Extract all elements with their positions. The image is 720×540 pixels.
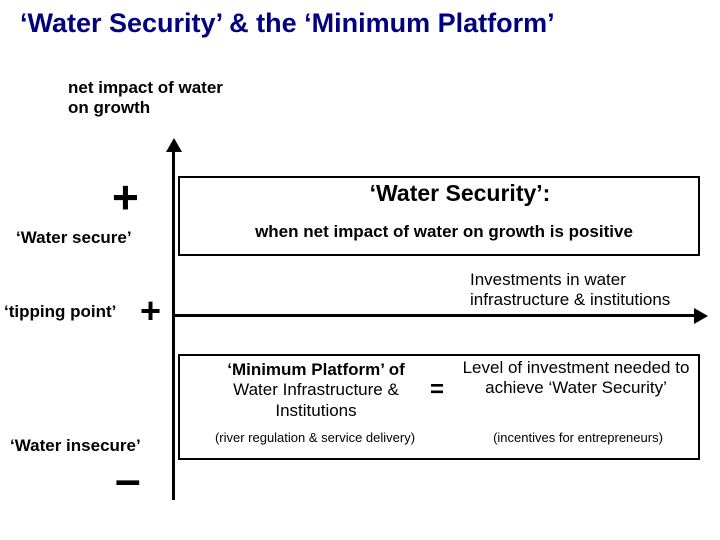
min-platform-left-sub: (river regulation & service delivery)	[190, 430, 440, 445]
label-tipping-point: ‘tipping point’	[4, 302, 116, 322]
box-water-security-subtitle: when net impact of water on growth is po…	[186, 222, 702, 242]
plus-symbol-top: +	[112, 170, 139, 224]
y-axis-arrowhead	[166, 138, 182, 152]
x-axis-line	[172, 314, 696, 317]
box-water-security-title: ‘Water Security’:	[310, 180, 610, 207]
page-title: ‘Water Security’ & the ‘Minimum Platform…	[20, 8, 555, 39]
x-axis-arrowhead	[694, 308, 708, 324]
equals-symbol: =	[430, 376, 444, 404]
minus-symbol-bottom: –	[115, 452, 141, 506]
min-platform-right-sub: (incentives for entrepreneurs)	[464, 430, 692, 445]
y-axis-label: net impact of water on growth	[68, 78, 248, 117]
diagram-stage: ‘Water Security’ & the ‘Minimum Platform…	[0, 0, 720, 540]
x-axis-caption: Investments in water infrastructure & in…	[470, 270, 710, 309]
plus-symbol-origin: +	[140, 290, 161, 332]
y-axis-line	[172, 145, 175, 500]
min-platform-left-bold: ‘Minimum Platform’ of	[227, 360, 405, 379]
label-water-secure: ‘Water secure’	[16, 228, 132, 248]
min-platform-left: ‘Minimum Platform’ of Water Infrastructu…	[206, 360, 426, 421]
min-platform-left-rest: Water Infrastructure & Institutions	[233, 380, 399, 419]
min-platform-right: Level of investment needed to achieve ‘W…	[456, 358, 696, 399]
